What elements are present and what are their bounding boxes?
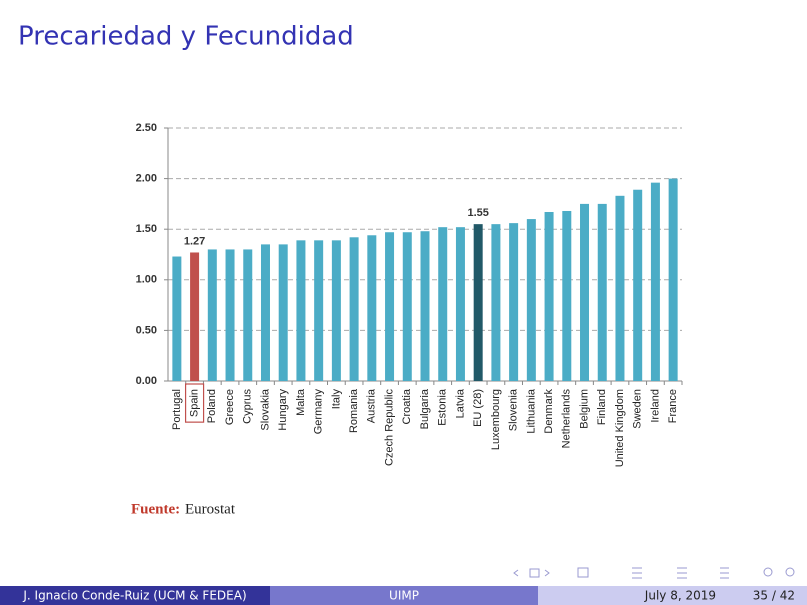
y-tick-label: 0.00 <box>136 375 157 387</box>
chart: 0.00 0.50 1.00 1.50 2.00 2.50 Portugal Spain 1.2… <box>136 122 683 467</box>
x-tick-label: Sweden <box>632 389 644 429</box>
value-label: 1.27 <box>184 235 205 247</box>
nav-menu[interactable] <box>720 567 729 579</box>
bar <box>385 232 395 381</box>
y-tick-label: 1.00 <box>136 274 157 286</box>
y-tick-label: 2.00 <box>136 173 157 185</box>
bar <box>509 223 519 381</box>
nav-doc[interactable] <box>677 567 687 579</box>
footer-left <box>0 586 270 605</box>
bar <box>580 203 590 381</box>
bar <box>526 219 536 381</box>
bar <box>650 182 660 381</box>
x-tick-label: Greece <box>224 389 236 425</box>
bar <box>455 227 465 381</box>
x-tick-label: Hungary <box>277 389 289 431</box>
nav-subsection[interactable] <box>577 567 589 578</box>
footer-author: J. Ignacio Conde-Ruiz (UCM & FEDEA) <box>22 589 246 603</box>
x-tick-label: Netherlands <box>561 389 573 449</box>
x-tick-label: Bulgaria <box>419 388 431 429</box>
x-tick-label: Poland <box>206 389 218 423</box>
bar <box>420 231 430 381</box>
footer-page: 35 / 42 <box>753 589 795 603</box>
x-tick-label: Luxembourg <box>490 389 502 450</box>
bar <box>402 232 412 381</box>
x-tick-label: Latvia <box>454 388 466 418</box>
x-tick-label: Estonia <box>437 388 449 426</box>
x-tick-label: Denmark <box>543 389 555 434</box>
value-label: 1.55 <box>467 207 488 219</box>
y-tick-label: 0.50 <box>136 324 157 336</box>
bar <box>544 211 554 381</box>
bar <box>278 244 288 381</box>
x-tick-label: Slovenia <box>508 388 520 431</box>
bar <box>438 227 448 381</box>
bar <box>597 203 607 381</box>
x-tick-label: Lithuania <box>525 388 537 434</box>
nav-section[interactable] <box>632 567 642 579</box>
bar <box>225 249 235 381</box>
x-tick-label: Portugal <box>171 389 183 430</box>
bar <box>314 240 324 381</box>
x-tick-label: Austria <box>366 388 378 423</box>
y-tick-label: 1.50 <box>136 223 157 235</box>
nav-frame[interactable] <box>529 568 540 578</box>
bar <box>615 195 625 381</box>
source-label: Fuente: <box>131 501 180 517</box>
x-tick-label: United Kingdom <box>614 389 626 467</box>
bar <box>190 252 200 381</box>
slide-title: Precariedad y Fecundidad <box>18 22 354 52</box>
x-tick-label: Ireland <box>649 389 661 423</box>
x-tick-label: Slovakia <box>259 388 271 430</box>
bar <box>172 256 182 381</box>
footer-institution: UIMP <box>389 589 419 603</box>
x-tick-label: Germany <box>313 389 325 435</box>
x-tick-label: Cyprus <box>242 389 254 424</box>
x-tick-label: France <box>667 389 679 423</box>
bar <box>491 224 501 381</box>
x-tick-label: Romania <box>348 388 360 433</box>
bar <box>349 237 359 381</box>
bar <box>260 244 270 381</box>
bar <box>633 189 643 381</box>
bar <box>562 210 572 381</box>
bar <box>473 224 483 381</box>
x-tick-label: EU (28) <box>472 389 484 427</box>
x-tick-label: Finland <box>596 389 608 425</box>
nav-icons[interactable] <box>513 567 795 579</box>
x-tick-label: Belgium <box>578 389 590 429</box>
bar <box>668 178 678 381</box>
footer-middle <box>270 586 538 605</box>
x-tick-label: Spain <box>188 389 200 417</box>
bar <box>207 249 217 381</box>
x-tick-label: Malta <box>295 388 307 416</box>
bar <box>367 235 377 381</box>
highlight-box <box>184 383 205 423</box>
footer-date: July 8, 2019 <box>644 589 716 603</box>
source: Eurostat <box>185 501 236 517</box>
footer-right <box>538 586 807 605</box>
x-tick-label: Croatia <box>401 388 413 424</box>
nav-zoom[interactable] <box>785 567 795 577</box>
bar <box>243 249 253 381</box>
bar <box>331 240 341 381</box>
bar <box>296 240 306 381</box>
nav-prev[interactable] <box>513 569 519 577</box>
nav-search[interactable] <box>763 567 773 577</box>
y-tick-label: 2.50 <box>136 122 157 134</box>
x-tick-label: Italy <box>330 389 342 410</box>
nav-next[interactable] <box>544 569 550 577</box>
x-tick-label: Czech Republic <box>383 389 395 467</box>
